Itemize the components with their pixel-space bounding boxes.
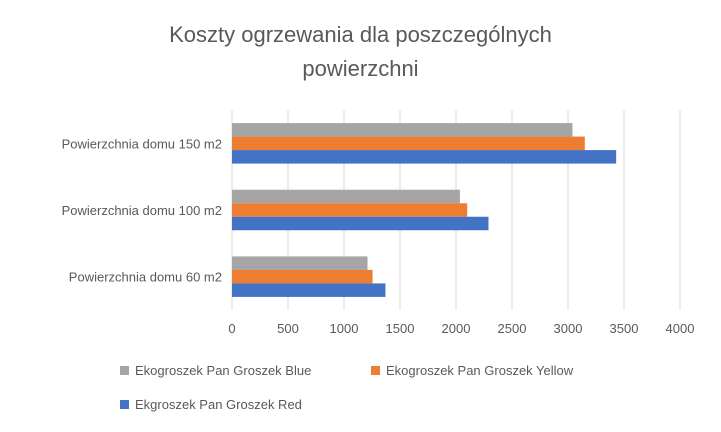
chart-title-line-2: powierzchni bbox=[302, 56, 419, 81]
x-tick-label: 500 bbox=[277, 321, 299, 336]
bar-0-1 bbox=[232, 216, 489, 231]
category-label: Powierzchnia domu 150 m2 bbox=[62, 136, 222, 151]
x-tick-label: 2500 bbox=[498, 321, 527, 336]
x-tick-label: 0 bbox=[228, 321, 235, 336]
chart-title-line-1: Koszty ogrzewania dla poszczególnych bbox=[169, 22, 552, 47]
legend-swatch bbox=[120, 366, 129, 375]
bar-1-2 bbox=[232, 136, 585, 151]
x-tick-label: 4000 bbox=[666, 321, 695, 336]
legend-item-blue: Ekogroszek Pan Groszek Blue bbox=[120, 363, 311, 378]
bar-0-0 bbox=[232, 283, 386, 297]
bar-1-1 bbox=[232, 203, 468, 217]
legend-label: Ekgroszek Pan Groszek Red bbox=[135, 397, 302, 412]
bar-2-2 bbox=[232, 123, 573, 137]
bar-0-2 bbox=[232, 150, 617, 164]
legend-swatch bbox=[120, 400, 129, 409]
x-tick-label: 1500 bbox=[386, 321, 415, 336]
bar-2-0 bbox=[232, 256, 368, 270]
bar-1-0 bbox=[232, 269, 373, 284]
legend-label: Ekogroszek Pan Groszek Blue bbox=[135, 363, 312, 378]
legend-label: Ekogroszek Pan Groszek Yellow bbox=[386, 363, 574, 378]
category-label: Powierzchnia domu 60 m2 bbox=[69, 270, 222, 285]
x-tick-label: 2000 bbox=[442, 321, 471, 336]
legend-item-yellow: Ekogroszek Pan Groszek Yellow bbox=[371, 363, 573, 378]
x-tick-label: 3500 bbox=[610, 321, 639, 336]
x-tick-label: 3000 bbox=[554, 321, 583, 336]
bar-2-1 bbox=[232, 189, 460, 204]
category-label: Powierzchnia domu 100 m2 bbox=[62, 203, 222, 218]
x-tick-label: 1000 bbox=[330, 321, 359, 336]
legend-swatch bbox=[371, 366, 380, 375]
legend-item-red: Ekgroszek Pan Groszek Red bbox=[120, 397, 302, 412]
